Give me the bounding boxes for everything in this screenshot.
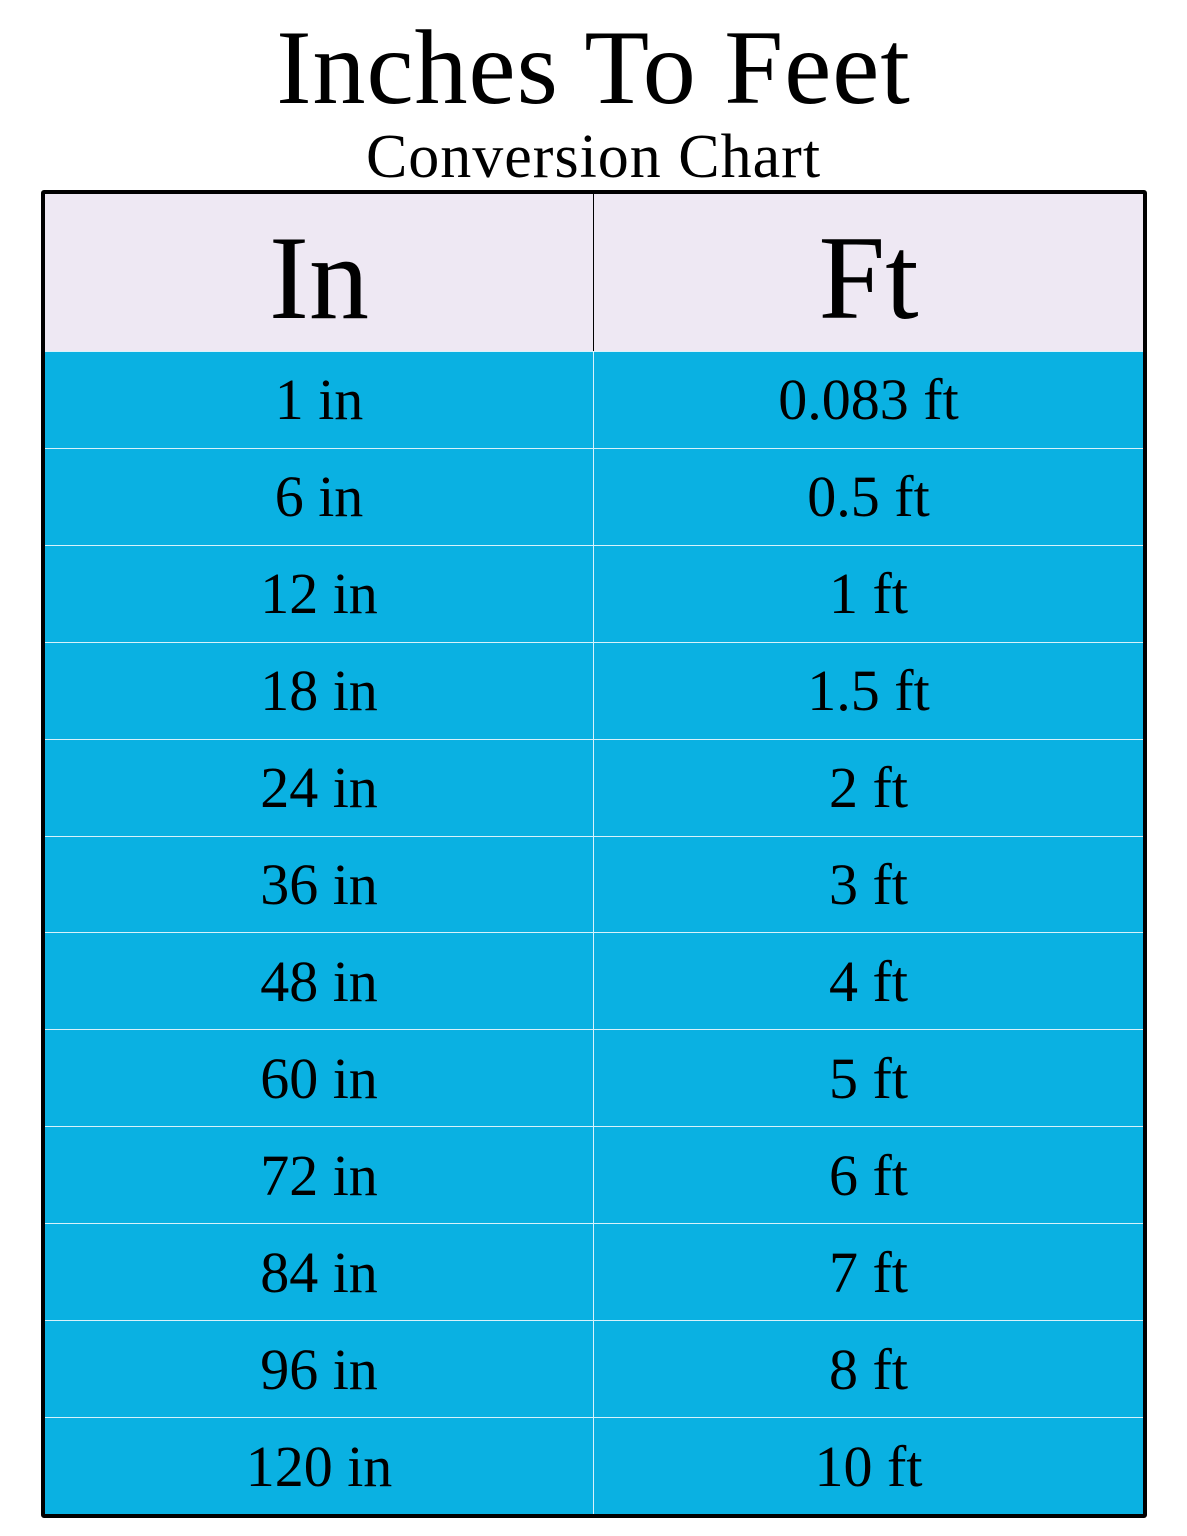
cell-inches: 120 in bbox=[45, 1417, 593, 1514]
column-divider bbox=[593, 447, 594, 545]
column-divider bbox=[593, 835, 594, 933]
cell-inches: 1 in bbox=[45, 351, 593, 448]
column-divider bbox=[593, 641, 594, 739]
cell-feet: 10 ft bbox=[594, 1417, 1143, 1514]
cell-inches: 24 in bbox=[45, 738, 593, 836]
cell-inches: 60 in bbox=[45, 1029, 593, 1127]
column-divider bbox=[593, 1320, 594, 1418]
conversion-table: In Ft 1 in 0.083 ft 6 in 0.5 ft 12 in 1 ft 18 … bbox=[41, 190, 1147, 1518]
cell-inches: 6 in bbox=[45, 447, 593, 545]
cell-feet: 1 ft bbox=[594, 544, 1143, 642]
cell-inches: 96 in bbox=[45, 1320, 593, 1418]
column-divider bbox=[593, 932, 594, 1030]
column-divider bbox=[593, 544, 594, 642]
cell-feet: 5 ft bbox=[594, 1029, 1143, 1127]
cell-inches: 84 in bbox=[45, 1223, 593, 1321]
cell-inches: 12 in bbox=[45, 544, 593, 642]
cell-inches: 72 in bbox=[45, 1126, 593, 1224]
cell-feet: 6 ft bbox=[594, 1126, 1143, 1224]
cell-feet: 4 ft bbox=[594, 932, 1143, 1030]
column-divider bbox=[593, 1029, 594, 1127]
column-divider bbox=[593, 1126, 594, 1224]
cell-feet: 0.083 ft bbox=[594, 351, 1143, 448]
header-inches: In bbox=[45, 194, 593, 351]
column-divider bbox=[593, 194, 594, 351]
header-feet: Ft bbox=[594, 194, 1143, 351]
column-divider bbox=[593, 351, 594, 448]
cell-feet: 8 ft bbox=[594, 1320, 1143, 1418]
cell-inches: 36 in bbox=[45, 835, 593, 933]
page-subtitle: Conversion Chart bbox=[365, 123, 822, 191]
page-title: Inches To Feet bbox=[276, 9, 911, 126]
cell-feet: 3 ft bbox=[594, 835, 1143, 933]
cell-feet: 2 ft bbox=[594, 738, 1143, 836]
column-divider bbox=[593, 738, 594, 836]
cell-feet: 0.5 ft bbox=[594, 447, 1143, 545]
column-divider bbox=[593, 1223, 594, 1321]
cell-feet: 1.5 ft bbox=[594, 641, 1143, 739]
cell-feet: 7 ft bbox=[594, 1223, 1143, 1321]
cell-inches: 18 in bbox=[45, 641, 593, 739]
cell-inches: 48 in bbox=[45, 932, 593, 1030]
column-divider bbox=[593, 1417, 594, 1514]
